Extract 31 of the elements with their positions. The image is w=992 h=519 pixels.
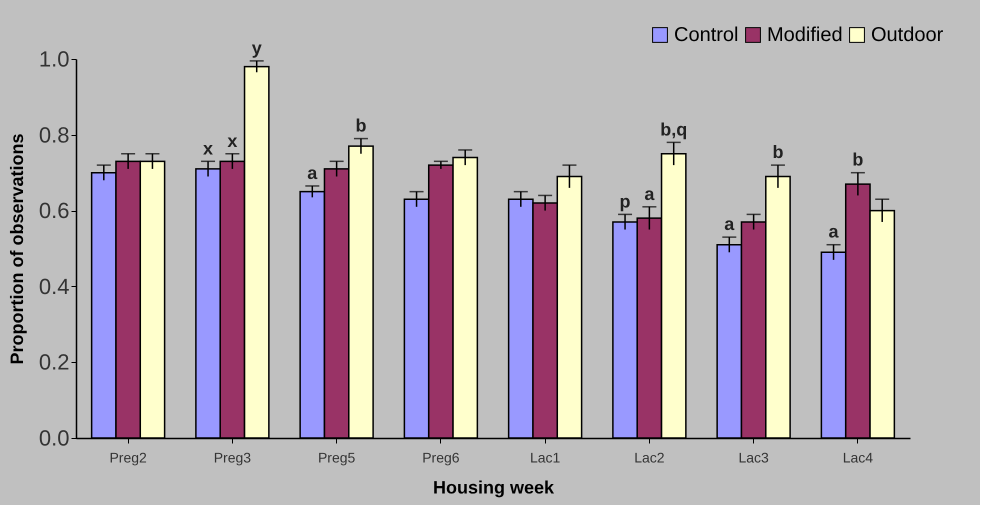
x-tick-label: Lac1 [530,450,561,466]
x-tick-label: Preg2 [109,450,148,466]
data-label: x [203,138,214,158]
x-tick-label: Lac3 [738,450,770,466]
data-label: b [355,116,366,136]
data-label: x [227,130,238,151]
legend-label: Modified [767,24,843,46]
data-label: a [828,222,840,242]
x-tick-label: Lac2 [634,450,665,466]
data-label: b [772,142,784,162]
data-label: b,q [660,119,688,140]
y-tick-label: 0.2 [38,350,70,375]
data-label: p [620,191,631,212]
data-label: a [644,184,656,204]
y-tick-label: 0.4 [38,274,70,299]
legend-label: Outdoor [871,24,944,46]
x-tick-label: Preg3 [214,450,252,466]
data-label: y [252,38,262,58]
y-axis-title: Proportion of observations [6,133,27,365]
y-tick-label: 0.0 [38,426,70,450]
x-axis-title: Housing week [432,478,555,498]
data-label: b [852,150,864,170]
x-tick-label: Preg5 [318,450,356,466]
y-tick-label: 0.6 [38,198,70,224]
data-label: a [307,162,318,183]
y-tick-label: 1.0 [38,46,70,72]
y-tick-label: 0.8 [38,122,70,148]
x-tick-label: Preg6 [422,450,460,466]
legend-label: Control [674,24,738,46]
x-tick-label: Lac4 [842,450,874,466]
data-label: a [724,214,736,234]
